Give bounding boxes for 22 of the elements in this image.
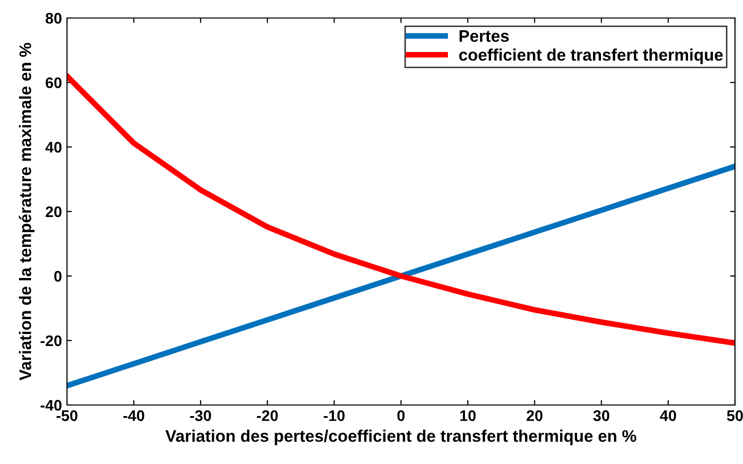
x-tick-label: 30 — [593, 410, 610, 422]
x-tick-label: 20 — [526, 410, 542, 422]
x-tick-label: -20 — [256, 410, 278, 422]
x-tick-label: -40 — [123, 410, 144, 422]
x-axis-title: Variation des pertes/coefficient de transfert thermique en % — [165, 430, 636, 446]
y-tick-label: -20 — [40, 335, 62, 346]
x-tick-label: -30 — [190, 410, 212, 422]
x-tick-label: 50 — [726, 410, 743, 422]
x-tick-label: 40 — [660, 410, 676, 422]
y-axis-title: Variation de la température maximale en % — [18, 42, 35, 380]
x-tick-label: -50 — [56, 410, 78, 422]
y-tick-label: 20 — [46, 206, 62, 218]
y-tick-label: 60 — [46, 77, 62, 88]
legend-label: Pertes — [460, 30, 509, 42]
x-tick-label: 10 — [460, 410, 476, 422]
x-tick-label: 0 — [397, 410, 405, 422]
y-tick-label: 40 — [45, 142, 62, 153]
y-tick-label: -40 — [40, 400, 62, 411]
x-tick-label: -10 — [324, 410, 345, 422]
y-tick-label: 0 — [54, 270, 62, 282]
legend-label: coefficient de transfert thermique — [459, 48, 723, 64]
y-tick-label: 80 — [46, 12, 62, 24]
